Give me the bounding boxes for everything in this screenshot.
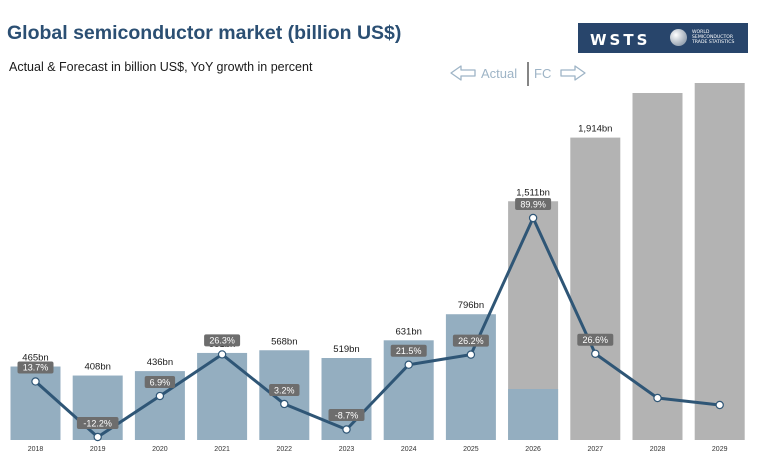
value-label-2027: 1,914bn — [578, 124, 612, 135]
bar-2019 — [72, 375, 123, 440]
growth-label-bg-2021 — [204, 334, 241, 347]
value-label-2020: 436bn — [147, 357, 173, 368]
growth-point-2026 — [528, 213, 538, 223]
growth-label-2022: 3.2% — [274, 385, 295, 395]
growth-label-bg-2025 — [452, 334, 489, 347]
growth-label-bg-2020 — [144, 376, 176, 389]
bar-2024 — [383, 340, 434, 440]
right-arrow-icon — [560, 65, 586, 81]
growth-label-2018: 13.7% — [23, 363, 49, 373]
growth-point-2024 — [404, 360, 413, 369]
forecast-label: FC — [534, 66, 551, 81]
x-tick-2023: 2023 — [339, 446, 355, 453]
value-label-2022: 568bn — [271, 336, 297, 347]
value-label-2025: 796bn — [458, 300, 484, 311]
value-label-2024: 631bn — [395, 326, 421, 337]
growth-label-bg-2019 — [76, 417, 119, 429]
growth-label-2027: 26.6% — [583, 335, 609, 345]
value-label-2018: 465bn — [22, 353, 48, 364]
globe-icon — [670, 29, 687, 46]
actual-label: Actual — [481, 66, 517, 81]
growth-point-2028 — [653, 393, 662, 403]
growth-point-2029 — [715, 400, 724, 410]
growth-label-bg-2027 — [577, 333, 614, 346]
growth-point-2020 — [155, 391, 165, 401]
x-tick-2022: 2022 — [277, 446, 293, 453]
growth-point-2027 — [591, 349, 600, 358]
x-tick-2029: 2029 — [712, 446, 728, 453]
growth-label-bg-2018 — [17, 361, 54, 374]
bar-2027 — [570, 137, 621, 440]
growth-label-2020: 6.9% — [150, 377, 171, 387]
growth-point-2022 — [280, 399, 289, 409]
bar-2028 — [632, 93, 683, 440]
x-tick-2024: 2024 — [401, 446, 417, 453]
bar-2025 — [445, 314, 496, 440]
growth-label-2025: 26.2% — [458, 336, 484, 346]
x-tick-2018: 2018 — [28, 446, 44, 453]
x-tick-2021: 2021 — [214, 446, 230, 453]
x-tick-2026: 2026 — [525, 446, 541, 453]
value-label-2026: 1,511bn — [516, 187, 550, 198]
x-tick-2025: 2025 — [463, 446, 479, 453]
logo-mark: WSTS — [590, 31, 651, 49]
x-tick-2028: 2028 — [650, 446, 666, 453]
growth-label-bg-2026 — [515, 198, 552, 210]
growth-line — [34, 216, 720, 439]
x-tick-2020: 2020 — [152, 446, 168, 453]
growth-point-2019 — [93, 432, 102, 442]
left-arrow-icon — [450, 65, 476, 81]
growth-label-2019: -12.2% — [83, 418, 112, 428]
wsts-logo: WSTS WORLD SEMICONDUCTOR TRADE STATISTIC… — [578, 23, 748, 53]
growth-label-bg-2023 — [328, 409, 365, 421]
growth-point-2023 — [342, 425, 351, 434]
chart-subtitle: Actual & Forecast in billion US$, YoY gr… — [9, 60, 313, 74]
growth-point-2021 — [217, 350, 227, 359]
value-label-2023: 519bn — [333, 344, 359, 355]
growth-point-2025 — [466, 350, 476, 359]
growth-label-2026: 89.9% — [520, 199, 546, 209]
growth-point-2018 — [31, 377, 40, 386]
growth-label-2023: -8.7% — [335, 410, 359, 420]
bar-2029 — [694, 83, 745, 440]
growth-label-bg-2024 — [390, 344, 427, 357]
growth-label-2021: 26.3% — [209, 336, 235, 346]
value-label-2019: 408bn — [84, 362, 110, 373]
growth-label-bg-2022 — [269, 383, 300, 396]
logo-text: WORLD SEMICONDUCTOR TRADE STATISTICS — [692, 30, 735, 45]
bar-2026-actual-part — [508, 389, 559, 440]
chart-title: Global semiconductor market (billion US$… — [7, 22, 402, 44]
x-tick-2019: 2019 — [90, 446, 106, 453]
x-tick-2027: 2027 — [588, 446, 604, 453]
growth-label-2024: 21.5% — [396, 346, 422, 356]
